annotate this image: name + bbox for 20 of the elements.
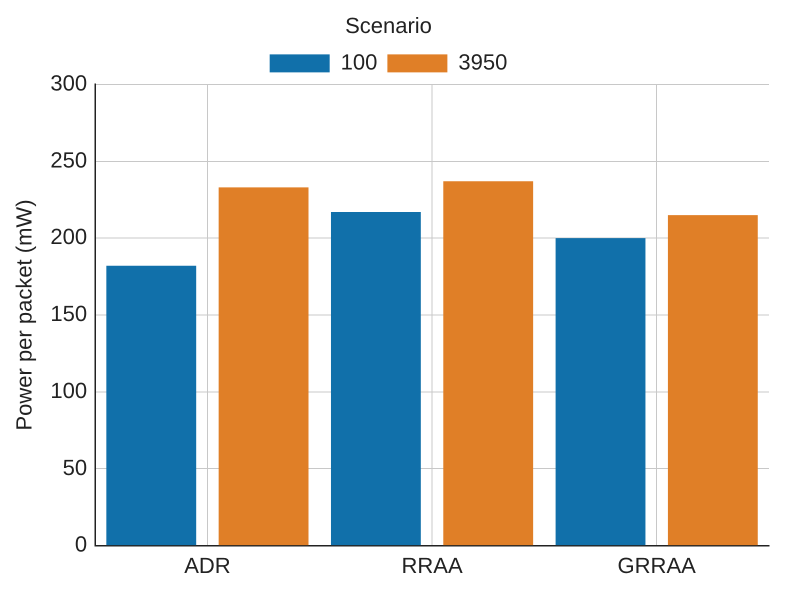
y-axis-title: Power per packet (mW): [11, 199, 36, 431]
y-tick-label: 0: [74, 532, 88, 557]
y-tick-label: 200: [50, 224, 88, 250]
bar: [668, 215, 758, 546]
y-tick-label: 50: [62, 454, 88, 480]
bar: [330, 212, 421, 546]
bar: [443, 181, 534, 546]
legend-title: Scenario: [345, 13, 432, 38]
bar: [218, 187, 309, 546]
x-tick-label: ADR: [184, 552, 231, 578]
y-tick-label: 250: [50, 147, 88, 172]
y-tick-label: 300: [50, 70, 88, 96]
y-tick-label: 100: [50, 378, 88, 403]
bar: [106, 266, 196, 546]
y-tick-label: 150: [50, 301, 88, 326]
legend-label: 3950: [458, 49, 508, 74]
x-tick-label: GRRAA: [618, 552, 696, 578]
legend-label: 100: [340, 49, 378, 74]
x-tick-label: RRAA: [401, 552, 463, 578]
bar: [556, 238, 646, 546]
